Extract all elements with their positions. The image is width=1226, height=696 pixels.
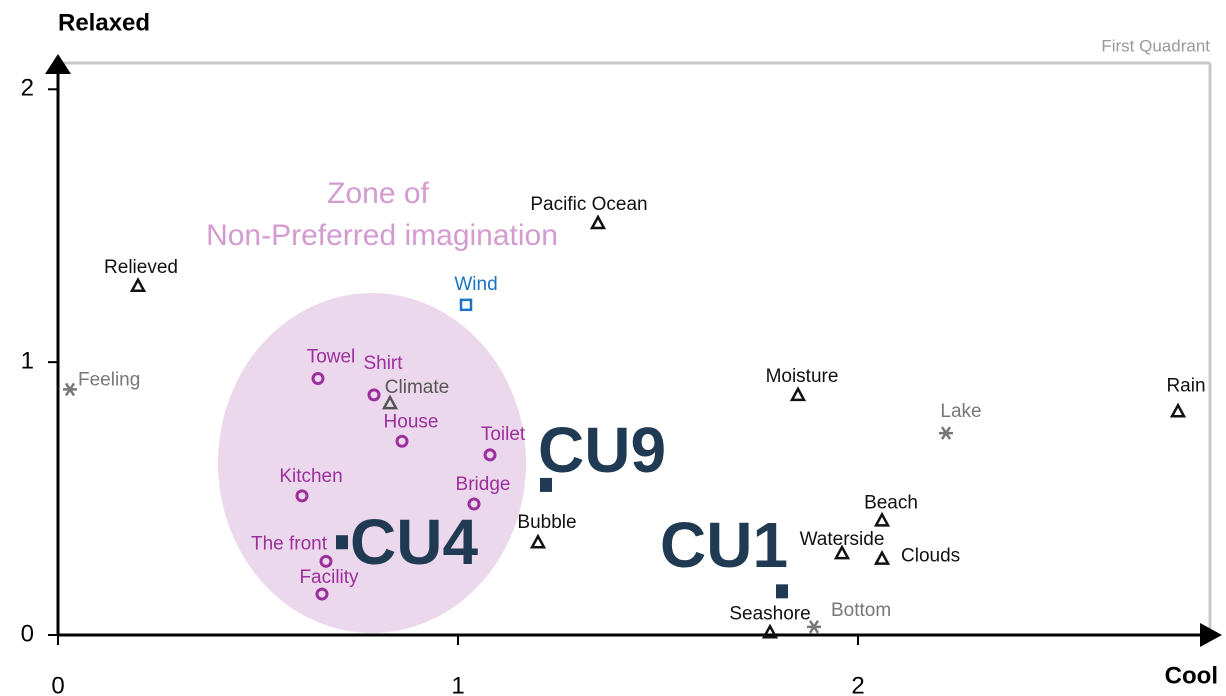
triangle-marker <box>1169 402 1187 418</box>
asterisk-marker <box>63 382 77 397</box>
point-label: Moisture <box>766 366 839 387</box>
point-label: Wind <box>454 274 497 295</box>
cu-marker <box>776 584 788 599</box>
point-label: Beach <box>864 492 918 513</box>
cluster-label: CU9 <box>538 414 666 486</box>
point-label: Bridge <box>456 474 511 495</box>
zone-label: Non-Preferred imagination <box>206 219 558 252</box>
point-label: Toilet <box>481 424 526 445</box>
triangle-marker <box>873 549 891 565</box>
point-label: Bottom <box>831 600 891 621</box>
circle-marker <box>483 448 497 462</box>
x-arrow <box>1200 623 1222 647</box>
circle-marker <box>315 587 329 601</box>
x-axis-title: Cool <box>1165 662 1218 689</box>
triangle-marker <box>761 623 779 639</box>
triangle-marker <box>529 533 547 549</box>
circle-marker <box>395 434 409 448</box>
circle-marker <box>311 372 325 386</box>
point-label: Bubble <box>517 512 576 533</box>
point-label: Relieved <box>104 257 178 278</box>
point-label: Lake <box>940 401 981 422</box>
y-arrow <box>45 54 71 74</box>
cluster-label: CU1 <box>660 509 788 581</box>
zone-region <box>218 293 526 633</box>
point-label: Kitchen <box>279 466 342 487</box>
point-label: Pacific Ocean <box>530 194 647 215</box>
x-tick-label: 1 <box>451 672 464 696</box>
triangle-marker <box>789 386 807 402</box>
triangle-marker <box>381 394 399 410</box>
circle-marker <box>467 497 481 511</box>
circle-marker <box>367 388 381 402</box>
x-tick-label: 2 <box>851 672 864 696</box>
cluster-label: CU4 <box>350 506 478 578</box>
y-tick-label: 1 <box>21 347 34 374</box>
point-label: Feeling <box>78 369 140 390</box>
quadrant-label: First Quadrant <box>1101 36 1210 55</box>
cu-marker <box>540 477 552 492</box>
square-marker <box>459 298 473 312</box>
y-tick-label: 2 <box>21 75 34 102</box>
circle-marker <box>319 554 333 568</box>
triangle-marker <box>873 511 891 527</box>
point-label: Towel <box>307 347 356 368</box>
point-label: Clouds <box>901 546 960 567</box>
asterisk-marker <box>807 620 821 634</box>
point-label: The front <box>251 533 328 554</box>
triangle-marker <box>589 214 607 230</box>
circle-marker <box>295 489 309 503</box>
point-label: Climate <box>385 377 449 398</box>
triangle-marker <box>129 277 147 292</box>
point-label: Waterside <box>800 529 885 550</box>
cu-marker <box>336 535 348 550</box>
point-label: Facility <box>299 567 359 588</box>
point-label: Seashore <box>729 603 810 624</box>
x-tick-label: 0 <box>51 672 64 696</box>
asterisk-marker <box>939 426 953 440</box>
zone-label: Zone of <box>327 177 429 210</box>
point-label: Shirt <box>363 353 403 374</box>
point-label: Rain <box>1166 375 1205 396</box>
y-tick-label: 0 <box>21 620 34 647</box>
point-label: House <box>384 411 439 432</box>
y-axis-title: Relaxed <box>58 9 150 36</box>
triangle-marker <box>833 544 851 560</box>
